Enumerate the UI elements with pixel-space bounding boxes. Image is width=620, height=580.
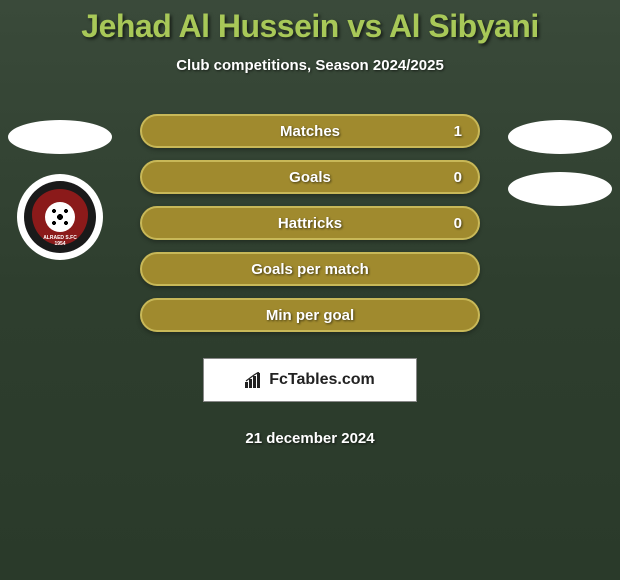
stat-label: Goals per match [251,261,369,278]
stat-value-right: 0 [454,169,462,186]
soccer-ball-icon [45,202,75,232]
logo-text: FcTables.com [269,371,375,389]
stat-label: Hattricks [278,215,342,232]
stat-row-matches: Matches 1 [140,114,480,148]
fctables-logo-box[interactable]: FcTables.com [203,358,417,402]
footer-date: 21 december 2024 [245,430,374,447]
club-badge-inner: ALRAED S.FC 1954 [24,181,96,253]
header: Jehad Al Hussein vs Al Sibyani Club comp… [0,0,620,74]
club-name-text: ALRAED S.FC 1954 [24,235,96,247]
player-left-column: ALRAED S.FC 1954 [8,120,112,260]
page-subtitle: Club competitions, Season 2024/2025 [0,57,620,74]
page-title: Jehad Al Hussein vs Al Sibyani [0,8,620,45]
stat-label: Matches [280,123,340,140]
stat-row-hattricks: Hattricks 0 [140,206,480,240]
stat-label: Min per goal [266,307,354,324]
stat-row-goals-per-match: Goals per match [140,252,480,286]
player-left-avatar [8,120,112,154]
club-badge-left: ALRAED S.FC 1954 [17,174,103,260]
stat-row-min-per-goal: Min per goal [140,298,480,332]
player-right-avatar-2 [508,172,612,206]
stat-value-right: 0 [454,215,462,232]
stat-label: Goals [289,169,331,186]
stat-row-goals: Goals 0 [140,160,480,194]
player-right-column [508,120,612,206]
player-right-avatar-1 [508,120,612,154]
stat-value-right: 1 [454,123,462,140]
bar-chart-icon [245,372,265,388]
club-year: 1954 [54,241,65,247]
